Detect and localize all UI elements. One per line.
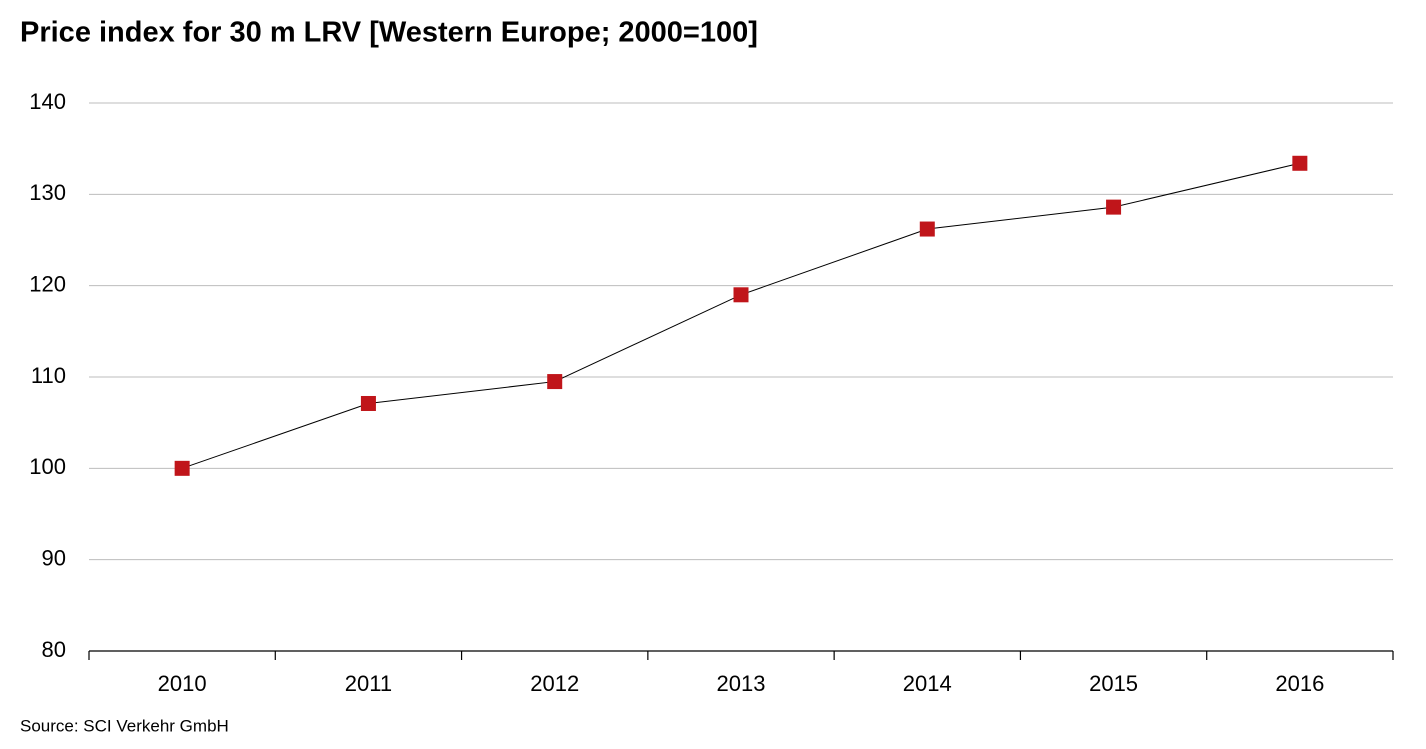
x-tick-label: 2010 <box>158 671 207 696</box>
data-point <box>547 374 563 390</box>
data-line <box>181 162 1300 469</box>
y-tick-label: 100 <box>29 454 66 479</box>
y-tick-label: 90 <box>42 545 66 570</box>
y-tick-label: 130 <box>29 180 66 205</box>
data-point <box>919 221 935 237</box>
x-tick-label: 2016 <box>1275 671 1324 696</box>
data-point <box>360 395 376 411</box>
x-tick-label: 2013 <box>717 671 766 696</box>
data-point <box>174 460 190 476</box>
x-tick-label: 2012 <box>530 671 579 696</box>
y-tick-label: 120 <box>29 271 66 296</box>
x-tick-label: 2014 <box>903 671 952 696</box>
x-tick-label: 2015 <box>1089 671 1138 696</box>
y-tick-label: 80 <box>42 637 66 662</box>
data-point <box>1292 155 1308 171</box>
data-point <box>733 287 749 303</box>
y-tick-label: 110 <box>31 363 66 388</box>
data-point <box>1106 199 1122 215</box>
x-tick-label: 2011 <box>345 671 392 696</box>
source-note: Source: SCI Verkehr GmbH <box>20 716 229 735</box>
chart-title: Price index for 30 m LRV [Western Europe… <box>20 17 758 49</box>
y-tick-label: 140 <box>29 89 66 114</box>
